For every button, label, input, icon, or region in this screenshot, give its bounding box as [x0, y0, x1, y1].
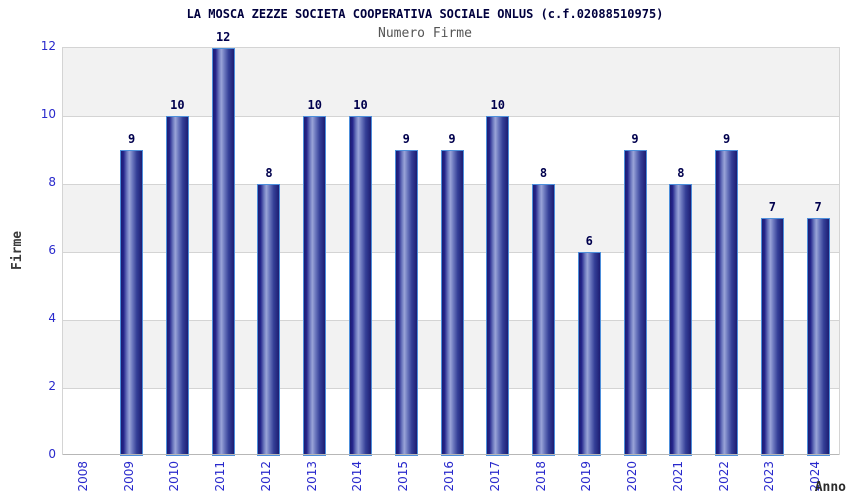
y-tick-label: 2	[48, 379, 56, 393]
bar-value-label: 9	[448, 132, 456, 146]
bar-value-label: 6	[585, 234, 593, 248]
grid-band	[63, 48, 839, 116]
bar-2020	[623, 150, 647, 456]
x-tick-label: 2019	[579, 461, 594, 492]
grid-line	[63, 116, 839, 117]
bar-2018	[532, 184, 556, 456]
x-tick-label: 2011	[213, 461, 228, 492]
x-tick-label: 2012	[258, 461, 273, 492]
plot-area: 9 10 12 8 10 10 9 9 10 8 6 9 8 9 7 7	[62, 30, 840, 456]
bar-2019	[577, 252, 601, 456]
x-tick-label: 2013	[304, 461, 319, 492]
x-tick-label: 2017	[487, 461, 502, 492]
x-tick-label: 2009	[121, 461, 136, 492]
y-tick-label: 6	[48, 243, 56, 257]
bar-value-label: 9	[631, 132, 639, 146]
bar-value-label: 8	[265, 166, 273, 180]
chart-title: LA MOSCA ZEZZE SOCIETA COOPERATIVA SOCIA…	[186, 7, 664, 21]
x-tick-label: 2014	[350, 461, 365, 492]
y-tick-label: 8	[48, 175, 56, 189]
bar-value-label: 9	[402, 132, 410, 146]
bar-2017	[486, 116, 510, 456]
bar-value-label: 10	[170, 98, 185, 112]
bar-value-label: 9	[722, 132, 731, 146]
bar-value-label: 10	[490, 98, 505, 112]
x-tick-label: 2008	[75, 461, 90, 492]
bar-value-label: 10	[353, 98, 368, 112]
y-tick-label: 10	[40, 107, 56, 121]
y-tick-label: 0	[48, 447, 56, 461]
bar-value-label: 10	[307, 98, 322, 112]
bar-2023	[760, 218, 784, 456]
x-tick-label: 2015	[396, 461, 411, 492]
bar-value-label: 9	[128, 132, 136, 146]
bar-2011	[211, 48, 235, 456]
bar-2010	[165, 116, 189, 456]
x-tick-label: 2016	[442, 461, 456, 492]
bar-value-label: 7	[814, 200, 822, 214]
bar-value-label: 12	[215, 30, 231, 44]
x-tick-label: 2020	[625, 461, 640, 492]
bar-2021	[669, 184, 693, 456]
x-tick-label: 2023	[762, 461, 777, 492]
bar-value-label: 8	[539, 166, 548, 180]
bar-2012	[257, 184, 281, 456]
chart-subtitle: Numero Firme	[378, 26, 472, 41]
bar-value-label: 8	[677, 166, 685, 180]
bar-2024	[806, 218, 830, 456]
x-tick-label: 2022	[716, 461, 731, 492]
y-tick-label: 12	[40, 39, 56, 53]
bar-2013	[303, 116, 327, 456]
x-tick-label: 2018	[533, 461, 548, 492]
y-tick-label: 4	[48, 311, 56, 325]
x-axis-line	[63, 454, 839, 455]
bar-2022	[715, 150, 739, 456]
x-axis-title: Anno	[814, 480, 846, 495]
bar-2009	[120, 150, 144, 456]
bar-value-label: 7	[768, 200, 776, 214]
x-tick-label: 2010	[167, 461, 182, 492]
x-tick-label: 2021	[670, 461, 685, 492]
bar-2016	[440, 150, 464, 456]
bar-2015	[394, 150, 418, 456]
bar-2014	[348, 116, 372, 456]
